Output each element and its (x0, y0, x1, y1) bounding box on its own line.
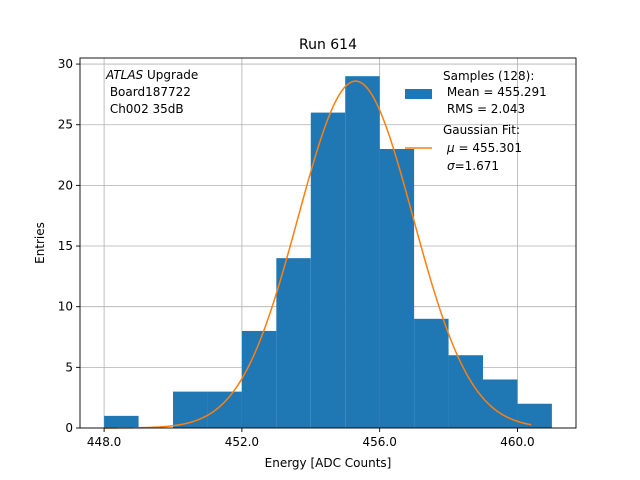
histogram-bar (414, 318, 449, 428)
histogram-bar (276, 258, 311, 428)
histogram-bar (379, 148, 415, 428)
y-tick-label: 5 (65, 360, 73, 374)
histogram-bar (104, 415, 139, 428)
legend-mu-symbol: μ (446, 141, 455, 155)
histogram-bar (241, 330, 277, 428)
legend-fit-line-2: μ = 455.301 (446, 141, 522, 155)
y-tick-label: 25 (58, 118, 73, 132)
legend-sigma-symbol: σ (447, 159, 455, 173)
y-axis-label: Entries (33, 222, 47, 264)
y-tick-label: 10 (58, 300, 73, 314)
y-tick-label: 0 (65, 421, 73, 435)
y-axis-ticks: 0 5 10 15 20 25 30 (58, 57, 80, 435)
annotation-atlas-italic: ATLAS (105, 68, 144, 82)
legend-fit-line-3: σ=1.671 (447, 159, 499, 173)
histogram-bar (517, 403, 552, 428)
x-axis-ticks: 448.0 452.0 456.0 460.0 (87, 428, 535, 449)
legend-hist-line-2: Mean = 455.291 (443, 85, 547, 99)
histogram-bar (310, 112, 346, 429)
y-tick-label: 30 (58, 57, 73, 71)
annotation-line-1: ATLAS Upgrade (105, 68, 198, 82)
legend-hist-line-3: RMS = 2.043 (443, 102, 525, 116)
gaussian-fit-curve (104, 80, 532, 429)
histogram-bar (207, 391, 242, 428)
y-tick-label: 20 (58, 178, 73, 192)
histogram-bars (104, 76, 552, 429)
atlas-annotation: ATLAS Upgrade Board187722 Ch002 35dB (105, 68, 198, 116)
legend-mu-value: = 455.301 (455, 141, 522, 155)
plot-frame (79, 57, 577, 429)
annotation-upgrade: Upgrade (143, 68, 198, 82)
chart-title: Run 614 (299, 37, 357, 53)
histogram-bar (345, 76, 380, 429)
legend: Samples (128): Mean = 455.291 RMS = 2.04… (405, 69, 547, 173)
legend-sigma-value: =1.671 (455, 159, 499, 173)
annotation-line-2: Board187722 (106, 85, 191, 99)
x-tick-label: 448.0 (87, 435, 121, 449)
y-tick-label: 15 (58, 239, 73, 253)
x-tick-label: 452.0 (225, 435, 259, 449)
x-axis-label: Energy [ADC Counts] (265, 456, 392, 470)
annotation-line-3: Ch002 35dB (106, 102, 184, 116)
legend-hist-line-1: Samples (128): (443, 69, 534, 83)
legend-hist-swatch (405, 89, 432, 99)
legend-fit-line-1: Gaussian Fit: (443, 123, 520, 137)
x-tick-label: 460.0 (500, 435, 534, 449)
x-tick-label: 456.0 (362, 435, 396, 449)
